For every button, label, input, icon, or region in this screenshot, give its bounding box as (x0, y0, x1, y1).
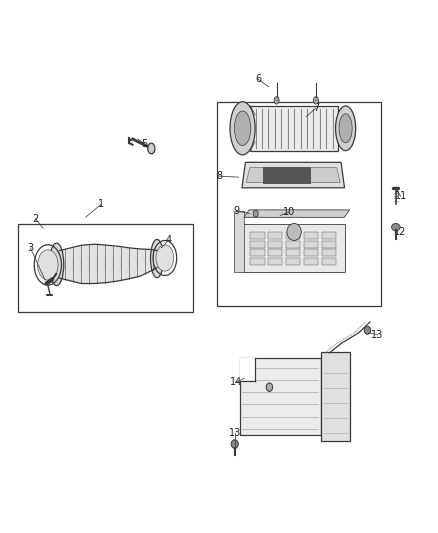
Bar (268, 232, 283, 239)
Polygon shape (60, 244, 157, 284)
Bar (18, 224, 193, 312)
Bar (268, 241, 283, 248)
Bar (240, 358, 321, 435)
Bar (322, 249, 336, 256)
Bar (286, 258, 300, 265)
Bar (250, 258, 265, 265)
Bar (304, 258, 318, 265)
Text: 5: 5 (141, 139, 148, 149)
Bar (321, 352, 350, 441)
Text: 3: 3 (27, 243, 33, 253)
Ellipse shape (230, 102, 255, 155)
Text: 11: 11 (395, 191, 407, 201)
Text: 13: 13 (371, 329, 384, 340)
Bar (304, 249, 318, 256)
Bar (234, 211, 244, 272)
Bar (286, 232, 300, 239)
Bar (268, 249, 283, 256)
Bar (304, 241, 318, 248)
Text: 14: 14 (230, 377, 242, 387)
Bar (250, 232, 265, 239)
Ellipse shape (336, 106, 356, 151)
Ellipse shape (38, 250, 58, 280)
Ellipse shape (49, 243, 64, 286)
Bar (250, 249, 265, 256)
Polygon shape (246, 167, 340, 182)
Text: 4: 4 (166, 235, 172, 245)
Bar (263, 166, 311, 183)
Text: 7: 7 (313, 103, 319, 113)
Ellipse shape (339, 114, 352, 143)
Ellipse shape (253, 210, 258, 217)
Text: 2: 2 (32, 214, 39, 224)
Ellipse shape (151, 239, 163, 278)
Bar (250, 241, 265, 248)
Text: 10: 10 (283, 207, 295, 217)
Text: 13: 13 (229, 429, 241, 439)
Ellipse shape (148, 143, 155, 154)
Bar (286, 241, 300, 248)
Ellipse shape (156, 245, 174, 271)
Text: 6: 6 (255, 75, 261, 84)
Ellipse shape (392, 223, 400, 231)
Text: 8: 8 (216, 171, 222, 181)
Text: 9: 9 (233, 206, 240, 216)
Bar (322, 241, 336, 248)
Bar (268, 258, 283, 265)
Polygon shape (244, 210, 350, 217)
Text: 12: 12 (395, 227, 407, 237)
Ellipse shape (234, 111, 251, 146)
Bar (322, 232, 336, 239)
Bar (251, 106, 338, 151)
Ellipse shape (287, 223, 301, 240)
Bar (286, 249, 300, 256)
Polygon shape (240, 358, 255, 381)
Bar (217, 102, 381, 306)
Ellipse shape (314, 96, 318, 104)
Bar (322, 258, 336, 265)
Polygon shape (243, 224, 346, 272)
Text: 1: 1 (98, 199, 104, 209)
Polygon shape (242, 163, 345, 188)
Ellipse shape (274, 96, 279, 104)
Ellipse shape (266, 383, 273, 391)
Bar (304, 232, 318, 239)
Ellipse shape (231, 440, 238, 448)
Ellipse shape (364, 326, 371, 334)
